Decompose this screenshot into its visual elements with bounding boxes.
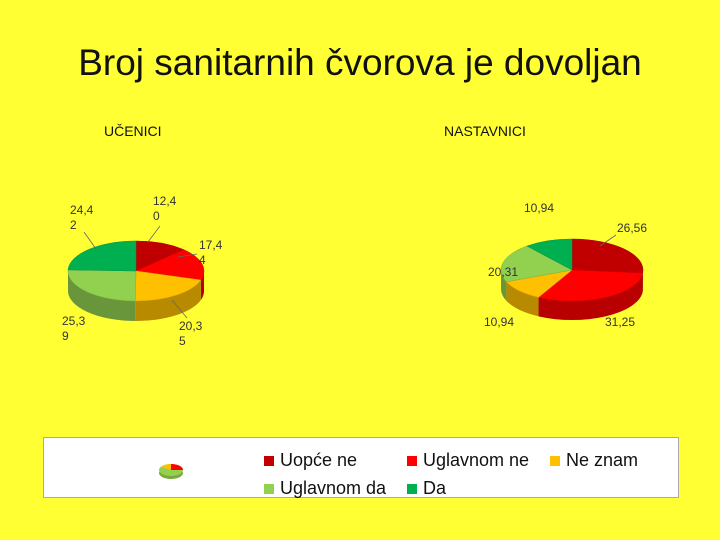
pie-slice-side-uglavnom-da xyxy=(501,270,507,301)
pie-slice-da xyxy=(67,240,137,272)
pie-slice-uglavnom-ne xyxy=(537,269,643,302)
legend-label: Uglavnom ne xyxy=(423,450,530,470)
legend-swatch xyxy=(550,455,560,466)
legend-label: Uglavnom da xyxy=(280,478,387,498)
leader-line xyxy=(171,299,188,319)
chart-title-nastavnici: NASTAVNICI xyxy=(444,123,526,139)
leader-line xyxy=(83,231,97,250)
data-label: 31,25 xyxy=(605,315,635,329)
pie-slice-side-ne-znam xyxy=(135,279,201,321)
data-label: 10,94 xyxy=(484,315,514,329)
legend-item-ne-znam: Ne znam xyxy=(550,450,638,471)
legend-item-da: Da xyxy=(407,478,446,499)
legend-swatch xyxy=(407,483,417,494)
legend-item-uglavnom-ne: Uglavnom ne xyxy=(407,450,529,471)
pie-slice-side-ne-znam xyxy=(506,281,539,317)
data-label: 20,3 5 xyxy=(179,319,203,348)
legend-swatch xyxy=(407,455,417,466)
pie-slice-uopće-ne xyxy=(571,238,644,274)
data-label: 10,94 xyxy=(524,201,554,215)
legend-item-uopce-ne: Uopće ne xyxy=(264,450,357,471)
legend-pie-icon xyxy=(159,464,183,479)
chart-legend: Uopće ne Uglavnom ne Ne znam Uglavnom da… xyxy=(43,437,679,498)
pie-slice-side-uglavnom-ne xyxy=(538,273,643,320)
data-label: 24,4 2 xyxy=(70,203,94,232)
pie-slice-side-uglavnom-da xyxy=(68,271,136,321)
legend-item-uglavnom-da: Uglavnom da xyxy=(264,478,386,499)
slide-title: Broj sanitarnih čvorova je dovoljan xyxy=(78,42,642,83)
chart-title-ucenici: UČENICI xyxy=(104,123,162,139)
legend-swatch xyxy=(264,455,274,466)
pie-slice-ne-znam xyxy=(134,270,202,302)
pie-slice-uglavnom-ne xyxy=(135,249,205,281)
leader-line xyxy=(147,225,161,243)
leader-line xyxy=(177,253,198,258)
legend-label: Ne znam xyxy=(566,450,639,470)
pie-slice-uglavnom-da xyxy=(500,245,573,283)
data-label: 25,3 9 xyxy=(62,314,86,343)
pie-slice-side-uglavnom-ne xyxy=(200,271,204,300)
data-label: 20,31 xyxy=(488,265,518,279)
data-label: 26,56 xyxy=(617,221,647,235)
data-label: 12,4 0 xyxy=(153,194,177,223)
pie-slice-uglavnom-da xyxy=(67,269,137,302)
legend-label: Da xyxy=(423,478,447,498)
data-label: 17,4 4 xyxy=(199,238,223,267)
legend-swatch xyxy=(264,483,274,494)
pie-slice-da xyxy=(526,238,573,271)
leader-line xyxy=(599,234,617,247)
legend-label: Uopće ne xyxy=(280,450,358,470)
